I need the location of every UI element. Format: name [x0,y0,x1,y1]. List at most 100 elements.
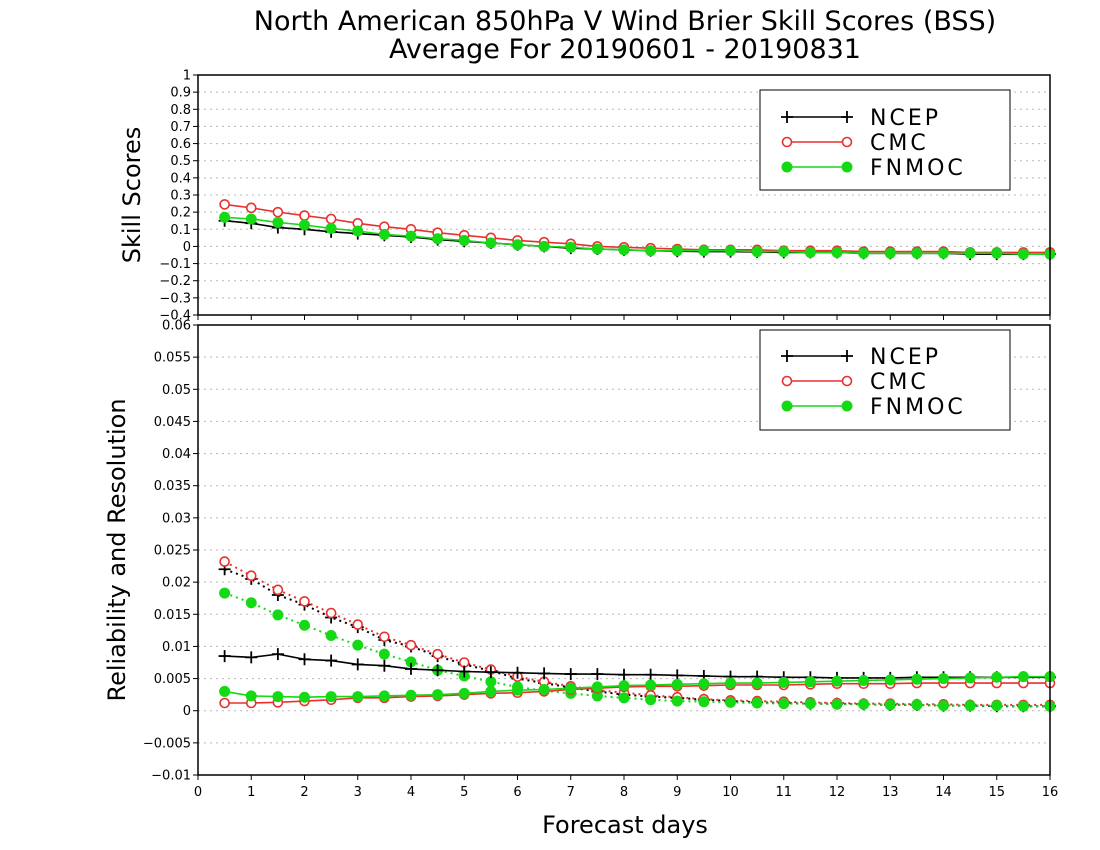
data-point [299,210,310,221]
data-point [245,202,257,214]
data-point [219,211,231,223]
data-point [831,675,843,687]
data-point [218,650,231,663]
series-fnmoc-dotted [219,587,1056,712]
data-point [405,689,417,701]
data-point [964,247,976,259]
data-point [725,677,736,689]
data-point [564,668,577,681]
data-point [325,691,337,703]
legend-box [759,89,1011,191]
panel-1: 1 0.9 0.8 0.7 0.6 0.5 0.4 0.3 0.2 0.1 0 −0.1 −0.2 −0.… [118,69,1056,324]
legend-marker [781,400,793,412]
data-point [938,700,949,712]
y-tick-label: −0.1 [159,257,191,272]
data-point [379,631,390,643]
data-point [219,685,231,697]
series-fnmoc-solid [219,211,1056,260]
y-tick-label: −0.3 [159,291,191,306]
y-tick-label: 0.035 [154,479,191,494]
data-point [378,690,390,702]
x-tick-label: 6 [513,785,521,800]
data-point [272,584,284,596]
data-point [751,697,763,709]
data-point [645,694,657,706]
x-tick-label: 5 [460,785,468,800]
legend-marker [781,111,793,123]
y-tick-label: 0.045 [154,415,191,430]
data-point [644,668,657,681]
panel-2: 0.060.0550.050.0450.040.0350.030.0250.02… [103,319,1058,801]
data-point [219,587,231,599]
data-point [219,697,230,709]
data-point [352,639,364,651]
chart-subtitle: Average For 20190601 - 20190831 [389,34,861,65]
x-tick-label: 8 [620,785,628,800]
y-axis-label: Skill Scores [118,127,146,264]
x-tick-label: 2 [300,785,308,800]
data-point [1017,248,1029,260]
data-point [431,664,444,677]
y-tick-label: 0 [183,240,191,255]
data-point [325,222,337,234]
data-point [884,247,896,259]
y-tick-label: −0.01 [151,769,191,784]
y-tick-label: 0.4 [170,171,191,186]
legend-marker [841,136,853,148]
data-point [378,648,390,660]
data-point [671,695,683,707]
data-point [698,678,710,690]
data-point [272,216,284,228]
data-point [938,673,949,685]
data-point [698,696,710,708]
data-point [804,676,816,688]
data-point [751,677,763,689]
data-point [432,648,443,660]
data-point [698,245,710,257]
data-point [485,685,497,697]
legend-marker [781,161,793,173]
y-tick-label: −0.005 [143,736,191,751]
data-point [325,630,337,641]
x-tick-label: 4 [407,785,415,800]
y-tick-label: 0.6 [170,137,191,152]
x-tick-label: 13 [882,785,899,800]
data-point [911,673,923,685]
legend-label: NCEP [870,106,941,131]
data-point [591,243,603,255]
data-point [325,213,337,225]
data-point [831,246,843,258]
data-point [591,681,603,693]
y-axis-label: Reliability and Resolution [103,398,131,701]
y-tick-label: 1 [183,69,191,84]
data-point [671,245,683,257]
y-tick-label: 0.025 [154,544,191,559]
data-point [565,241,577,253]
data-point [298,653,311,666]
data-point [591,668,604,681]
legend-marker [841,111,853,123]
data-point [725,696,736,708]
legend-marker [841,375,853,387]
data-point [858,247,870,259]
data-point [804,246,816,258]
data-point [618,692,630,704]
data-point [432,233,444,245]
data-point [725,245,736,257]
data-point [671,678,683,690]
data-point [645,245,657,257]
y-tick-label: 0.05 [162,383,191,398]
data-point [299,619,310,631]
data-point [245,570,257,582]
legend-marker [841,400,853,412]
data-point [325,654,338,667]
x-tick-label: 14 [935,785,952,800]
legend-label: FNMOC [870,395,966,420]
y-tick-label: 0 [183,704,191,719]
chart-panels: 1 0.9 0.8 0.7 0.6 0.5 0.4 0.3 0.2 0.1 0 −0.1 −0.2 −0.… [103,69,1058,801]
data-point [1017,671,1029,683]
data-point [618,668,630,681]
